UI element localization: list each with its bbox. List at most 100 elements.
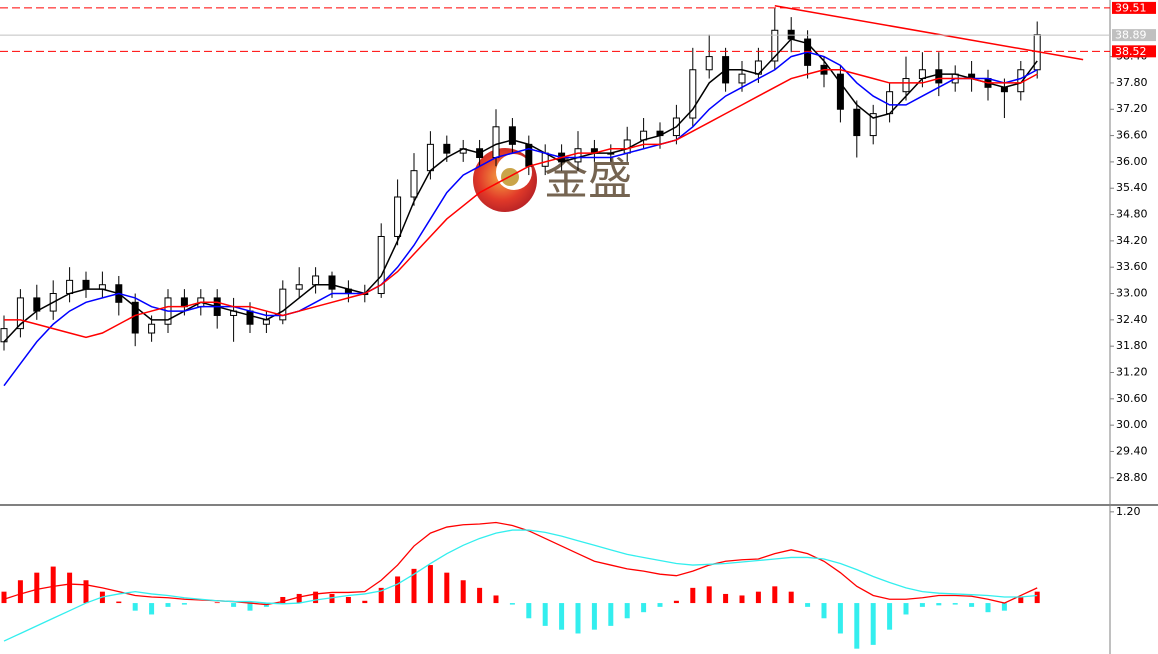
candle-body (443, 143, 451, 154)
macd-bar (1001, 603, 1007, 611)
indicator-line (3, 51, 1038, 387)
macd-bar (608, 603, 614, 626)
candle-body (426, 143, 434, 172)
y-tick-label: 1.20 (1116, 505, 1141, 518)
macd-bar (329, 593, 335, 604)
macd-bar (985, 603, 991, 613)
indicator-line (4, 69, 1038, 339)
macd-bar (739, 595, 745, 604)
candle-body (525, 143, 533, 167)
macd-bar (755, 591, 761, 604)
macd-bar (706, 586, 712, 604)
macd-bar (657, 603, 663, 607)
watermark: 金盛 (473, 148, 632, 212)
macd-bar (1034, 591, 1040, 604)
level-label: 39.51 (1115, 1, 1147, 14)
macd-bar (952, 603, 958, 605)
macd-bar (67, 572, 73, 604)
macd-bar (132, 603, 138, 611)
macd-bar (280, 596, 286, 604)
candle-body (705, 56, 713, 71)
macd-bar (919, 603, 925, 607)
level-label: 38.52 (1115, 45, 1147, 58)
macd-bar (575, 603, 581, 634)
macd-bar (936, 603, 942, 606)
candle-body (492, 126, 500, 159)
macd-bar (247, 603, 253, 611)
macd-bar (821, 603, 827, 619)
candle-body (16, 297, 24, 330)
y-tick-label: 31.80 (1116, 339, 1148, 352)
macd-bar (313, 591, 319, 604)
candle-body (328, 275, 336, 290)
macd-bar (723, 593, 729, 604)
candle-body (377, 235, 385, 295)
candle-body (541, 152, 549, 167)
candle-body (935, 69, 943, 84)
level-tag (1112, 45, 1156, 58)
y-tick-label: 35.40 (1116, 181, 1148, 194)
candle-body (771, 29, 779, 62)
macd-bar (772, 586, 778, 604)
trend-line (774, 4, 1084, 61)
macd-bar (83, 580, 89, 604)
y-tick-label: 37.80 (1116, 76, 1148, 89)
y-tick-label: 36.00 (1116, 155, 1148, 168)
y-tick-label: 33.00 (1116, 287, 1148, 300)
macd-bar (427, 565, 433, 604)
candle-body (295, 284, 303, 290)
candle-body (33, 297, 41, 312)
macd-bar (903, 603, 909, 615)
candle-body (869, 113, 877, 137)
macd-bar (296, 593, 302, 604)
candle-body (246, 310, 254, 325)
macd-bar (690, 587, 696, 604)
macd-bar (411, 568, 417, 604)
candle-body (410, 170, 418, 198)
indicator-line (3, 38, 1038, 343)
indicator-line (3, 529, 1038, 642)
macd-bar (591, 603, 597, 630)
macd-bar (378, 587, 384, 604)
candle-body (902, 78, 910, 93)
macd-bar (805, 603, 811, 607)
candle-body (66, 279, 74, 295)
candle-body (508, 126, 516, 145)
macd-bar (1018, 596, 1024, 604)
macd-bar (231, 603, 237, 607)
candle-body (689, 69, 697, 119)
y-tick-label: 30.00 (1116, 418, 1148, 431)
y-tick-label: 36.60 (1116, 129, 1148, 142)
candle-body (574, 148, 582, 163)
macd-bar (149, 603, 155, 615)
y-tick-label: 34.80 (1116, 208, 1148, 221)
macd-bar (854, 603, 860, 649)
watermark-text: 金盛 (544, 154, 632, 205)
y-tick-label: 32.40 (1116, 313, 1148, 326)
macd-bar (509, 603, 515, 605)
macd-bar (444, 572, 450, 604)
macd-bar (362, 600, 368, 604)
macd-bar (1, 591, 7, 604)
candle-body (853, 108, 861, 137)
level-label: 38.89 (1115, 29, 1147, 42)
macd-bar (641, 603, 647, 613)
macd-bar (542, 603, 548, 626)
macd-bar (559, 603, 565, 630)
macd-bar (837, 603, 843, 634)
macd-bar (345, 596, 351, 604)
candle-body (148, 323, 156, 334)
macd-bar (788, 591, 794, 604)
macd-bar (50, 566, 56, 604)
macd-bar (887, 603, 893, 630)
macd-bar (116, 601, 122, 604)
candle-body (394, 196, 402, 237)
level-tag (1112, 1, 1156, 14)
y-tick-label: 37.20 (1116, 102, 1148, 115)
y-tick-label: 30.60 (1116, 392, 1148, 405)
candle-body (82, 279, 90, 290)
macd-bar (181, 603, 187, 605)
candle-body (738, 73, 746, 84)
candle-body (836, 73, 844, 110)
